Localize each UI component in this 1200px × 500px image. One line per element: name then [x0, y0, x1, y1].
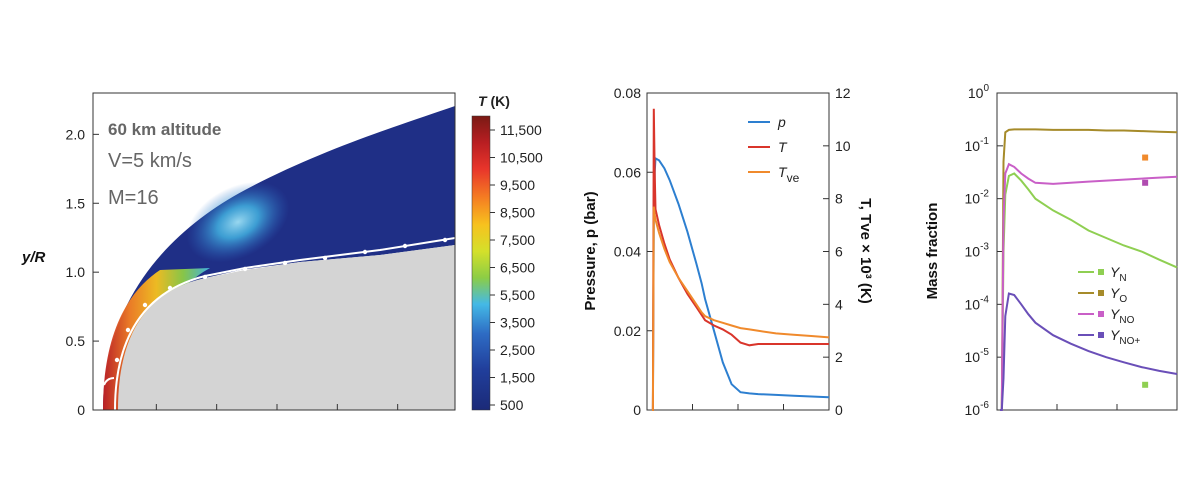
- colorbar-title-unit: (K): [487, 93, 510, 109]
- series-line-YNO: [1000, 162, 1178, 411]
- streamline-marker: [362, 249, 368, 255]
- streamline-marker: [282, 260, 288, 266]
- left-tick-label: 0.04: [614, 244, 641, 260]
- right-tick-label: 12: [835, 85, 851, 101]
- streamline-markers: [114, 237, 448, 363]
- y-tick-label: 10-2: [965, 189, 990, 207]
- colorbar-tick-label: 5,500: [500, 287, 535, 303]
- mach-annotation: M=16: [108, 187, 159, 209]
- marker-YNO: [1142, 179, 1149, 186]
- series-line-YO: [1000, 128, 1178, 411]
- y-tick-label: 10-6: [965, 400, 990, 418]
- legend-label-Tve: Tve: [778, 164, 800, 185]
- colorbar-tick-label: 2,500: [500, 342, 535, 358]
- panel2-frame: [646, 92, 830, 411]
- legend-label-YNO: YNO: [1110, 306, 1135, 326]
- body-surface: [118, 245, 455, 410]
- streamline-marker: [242, 266, 248, 272]
- colorbar-tick-label: 9,500: [500, 177, 535, 193]
- left-tick-label: 0.08: [614, 85, 641, 101]
- right-tick-label: 4: [835, 296, 843, 312]
- streamline-marker: [125, 327, 131, 333]
- y-tick-label: 0: [77, 402, 85, 418]
- y-tick-label: 10-3: [965, 242, 990, 260]
- colorbar: [471, 115, 491, 411]
- right-tick-label: 2: [835, 349, 843, 365]
- colorbar-tick-label: 7,500: [500, 232, 535, 248]
- marker-YO: [1142, 154, 1149, 161]
- temperature-field-panel: [103, 106, 455, 410]
- right-tick-label: 6: [835, 244, 843, 260]
- legend-marker-YO: [1098, 290, 1104, 296]
- velocity-annotation: V=5 km/s: [108, 150, 192, 172]
- series-line-Tve: [651, 206, 830, 411]
- panel2-right-label: T, Tve × 10³ (K): [857, 198, 874, 303]
- colorbar-title: T (K): [478, 93, 510, 109]
- series-line-p: [651, 156, 830, 411]
- colorbar-tick-label: 6,500: [500, 260, 535, 276]
- legend-marker-YN: [1098, 269, 1104, 275]
- colorbar-tick-label: 10,500: [500, 150, 543, 166]
- streamline-marker: [442, 237, 448, 243]
- panel2-left-label: Pressure, p (bar): [582, 191, 599, 310]
- y-tick-label: 10-4: [965, 294, 990, 312]
- series-line-YNO+: [1000, 292, 1178, 411]
- colorbar-ticks: 11,500 10,500 9,500 8,500 7,500 6,500 5,500 3,5…: [490, 122, 543, 413]
- legend-label-YO: YO: [1110, 285, 1127, 305]
- panel2-plot: 0 0.02 0.04 0.06 0.08 0 2 4 6 8 10 12 pT Tve: [614, 85, 851, 418]
- legend-marker-YNO+: [1098, 332, 1104, 338]
- streamline-marker: [167, 285, 173, 291]
- right-tick-label: 10: [835, 138, 851, 154]
- marker-YN: [1142, 381, 1149, 388]
- y-tick-label: 1.0: [66, 264, 86, 280]
- streamline-marker: [322, 255, 328, 261]
- y-tick-label: 10-5: [965, 347, 990, 365]
- y-tick-label: 2.0: [66, 126, 86, 142]
- altitude-annotation: 60 km altitude: [108, 120, 221, 139]
- colorbar-tick-label: 3,500: [500, 315, 535, 331]
- series-line-YN: [1000, 172, 1178, 411]
- temperature-hot-zone: [186, 181, 290, 263]
- left-tick-label: 0.02: [614, 323, 641, 339]
- right-tick-label: 0: [835, 402, 843, 418]
- colorbar-tick-label: 11,500: [500, 122, 542, 138]
- legend-label-p: p: [777, 114, 786, 130]
- colorbar-tick-label: 8,500: [500, 205, 535, 221]
- panel1-frame: [92, 92, 456, 411]
- series-line-T: [651, 108, 829, 411]
- legend-label-T: T: [778, 139, 788, 155]
- y-tick-label: 100: [968, 83, 990, 101]
- legend-label-YNO+: YNO+: [1110, 327, 1140, 347]
- colorbar-tick-label: 500: [500, 397, 524, 413]
- panel1-y-axis: 0 0.5 1.0 1.5 2.0: [66, 126, 99, 418]
- legend-marker-YNO: [1098, 311, 1104, 317]
- streamline-start: [103, 377, 115, 386]
- streamline-marker: [114, 357, 120, 363]
- y-tick-label: 10-1: [965, 136, 990, 154]
- streamline-marker: [202, 274, 208, 280]
- y-tick-label: 1.5: [66, 195, 86, 211]
- panel1-x-axis: [155, 404, 399, 410]
- streamline: [114, 237, 455, 410]
- colorbar-title-var: T: [478, 93, 488, 109]
- left-tick-label: 0.06: [614, 164, 641, 180]
- left-tick-label: 0: [633, 402, 641, 418]
- colorbar-tick-label: 1,500: [500, 370, 535, 386]
- y-tick-label: 0.5: [66, 333, 86, 349]
- streamline-marker: [402, 243, 408, 249]
- panel3-frame: [996, 92, 1178, 411]
- streamline-marker: [142, 302, 148, 308]
- panel3-y-label: Mass fraction: [924, 203, 941, 300]
- panel1-y-label: y/R: [21, 249, 46, 266]
- shock-layer-region: [103, 106, 455, 410]
- right-tick-label: 8: [835, 191, 843, 207]
- legend-label-YN: YN: [1110, 264, 1127, 284]
